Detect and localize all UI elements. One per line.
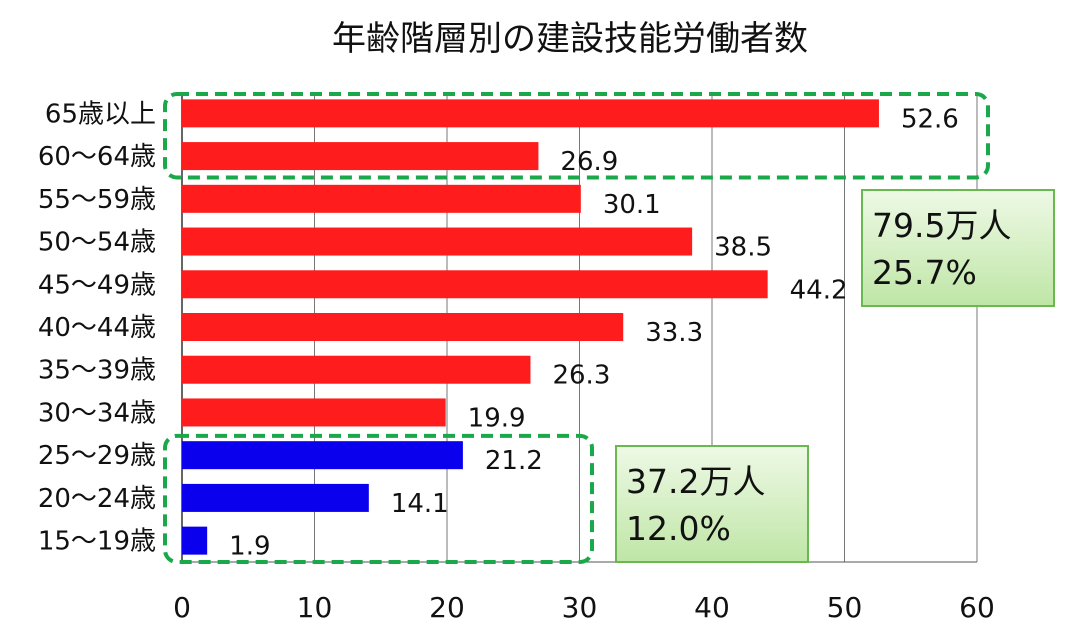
x-tick-label: 50: [827, 591, 863, 624]
category-label: 60～64歳: [38, 142, 156, 172]
category-label: 65歳以上: [45, 99, 156, 129]
value-label: 44.2: [790, 275, 848, 305]
bar: [182, 398, 446, 427]
callouts: 79.5万人 25.7% 37.2万人 12.0%: [615, 189, 1055, 563]
value-label: 26.3: [552, 361, 610, 391]
value-label: 26.9: [560, 147, 618, 177]
chart-title: 年齢階層別の建設技能労働者数: [332, 19, 808, 59]
value-label: 14.1: [391, 489, 449, 519]
bars: [182, 99, 879, 555]
x-tick-label: 10: [297, 591, 333, 624]
bar: [182, 270, 768, 299]
x-tick-label: 30: [562, 591, 598, 624]
highlight-box: [163, 433, 594, 564]
value-labels: 52.6 26.9 30.1 38.5 44.2 33.3 26.3 19.9 21.2 14.1…: [229, 104, 959, 561]
category-label: 20～24歳: [38, 484, 156, 514]
callout-share: 12.0%: [626, 509, 731, 548]
value-label: 30.1: [603, 190, 661, 220]
value-label: 33.3: [645, 318, 703, 348]
bar: [182, 99, 879, 128]
bar: [182, 184, 581, 213]
bar: [182, 227, 693, 256]
callout-share: 25.7%: [872, 253, 977, 292]
x-tick-label: 40: [694, 591, 730, 624]
bar: [182, 355, 531, 384]
category-label: 30～34歳: [38, 398, 156, 428]
callout-count: 79.5万人: [872, 206, 1011, 245]
category-label: 25～29歳: [38, 441, 156, 471]
bar: [182, 441, 463, 470]
callout: 37.2万人 12.0%: [615, 445, 809, 563]
value-label: 52.6: [901, 104, 959, 134]
highlight-boxes: [163, 92, 990, 564]
value-label: 19.9: [468, 403, 526, 433]
value-label: 1.9: [229, 532, 270, 562]
callout: 79.5万人 25.7%: [861, 189, 1055, 307]
category-labels: 65歳以上 60～64歳 55～59歳 50～54歳 45～49歳 40～44歳 35～39…: [38, 99, 156, 556]
category-label: 15～19歳: [38, 527, 156, 557]
bar: [182, 526, 208, 555]
value-label: 21.2: [485, 446, 543, 476]
bar: [182, 142, 539, 171]
callout-count: 37.2万人: [626, 462, 765, 501]
category-label: 55～59歳: [38, 185, 156, 215]
category-label: 45～49歳: [38, 270, 156, 300]
bar: [182, 313, 624, 341]
category-label: 35～39歳: [38, 356, 156, 386]
category-label: 50～54歳: [38, 228, 156, 258]
x-tick-label: 20: [429, 591, 465, 624]
x-tick-label: 0: [173, 591, 191, 624]
highlight-box: [163, 92, 990, 180]
gridlines: [181, 92, 978, 563]
category-label: 40～44歳: [38, 313, 156, 343]
callout-box: [861, 189, 1055, 307]
bar: [182, 483, 369, 512]
callout-box: [615, 445, 809, 563]
x-tick-label: 60: [959, 591, 995, 624]
value-label: 38.5: [714, 233, 772, 263]
x-tick-labels: 0 10 20 30 40 50 60: [173, 591, 995, 624]
